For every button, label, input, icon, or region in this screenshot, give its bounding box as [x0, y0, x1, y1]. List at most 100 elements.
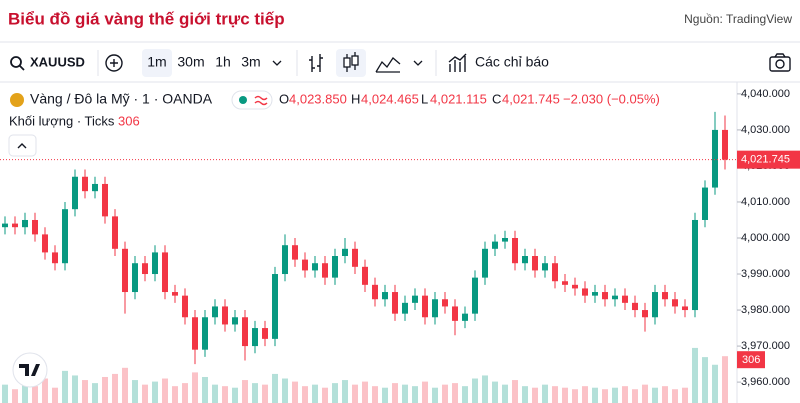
candle-icon	[351, 55, 359, 66]
volume-bar	[642, 384, 648, 403]
candle-body	[82, 176, 88, 192]
candle-body	[702, 187, 708, 220]
compare-button[interactable]	[105, 54, 123, 72]
candle-body	[382, 292, 388, 300]
candle-body	[142, 263, 148, 275]
candle-body	[242, 317, 248, 347]
volume-bar	[662, 386, 668, 403]
volume-bar	[402, 384, 408, 403]
candle-body	[122, 248, 128, 293]
indicators-icon[interactable]	[448, 53, 467, 72]
candle-body	[402, 302, 408, 314]
candle-body	[712, 129, 718, 188]
candle-body	[502, 237, 508, 242]
candle-body	[42, 234, 48, 253]
volume-bar	[682, 387, 688, 403]
camera-icon[interactable]	[769, 56, 791, 72]
candle-body	[102, 183, 108, 217]
candle-body	[592, 292, 598, 296]
volume-bar	[692, 347, 698, 403]
volume-bar	[592, 387, 598, 403]
candle-body	[302, 259, 308, 271]
volume-bar	[532, 387, 538, 403]
volume-bar	[142, 384, 148, 403]
volume-bar	[352, 384, 358, 403]
volume-value: 306	[118, 113, 140, 128]
open-value: 4,023.850	[289, 91, 347, 106]
volume-bar	[672, 389, 678, 403]
high-value: 4,024.465	[361, 91, 419, 106]
candle-body	[482, 248, 488, 278]
close-label: C	[492, 91, 501, 106]
candle-body	[192, 317, 198, 350]
chevron[interactable]	[413, 60, 423, 66]
volume-bar	[272, 373, 278, 403]
candle-body	[582, 288, 588, 296]
area-icon[interactable]	[375, 57, 401, 73]
plus-icon	[110, 59, 118, 67]
y-tick-label: 4,010.000	[741, 196, 790, 208]
symbol[interactable]: XAUUSD	[30, 54, 85, 69]
collapse-icon	[17, 143, 27, 149]
y-tick-label: 3,960.000	[741, 376, 790, 388]
candle-body	[452, 306, 458, 321]
volume-bar	[552, 386, 558, 403]
candle-body	[222, 306, 228, 325]
candle-body	[172, 292, 178, 296]
low-value: 4,021.115	[430, 91, 487, 106]
y-tick-label: 3,970.000	[741, 340, 790, 352]
interval[interactable]: 1h	[215, 54, 231, 70]
candle-body	[632, 302, 638, 311]
candle-body	[132, 263, 138, 293]
volume-bar	[52, 387, 58, 403]
candle-body	[202, 317, 208, 350]
bars-icon[interactable]	[309, 54, 323, 72]
candle-body	[442, 299, 448, 307]
candle-body	[422, 295, 428, 318]
volume-bar	[192, 372, 198, 403]
candle-body	[672, 299, 678, 307]
volume-bar	[122, 367, 128, 403]
candle-icon[interactable]	[343, 57, 351, 68]
interval[interactable]: 30m	[177, 54, 204, 70]
interval-selected-bg	[142, 49, 172, 77]
last-volume-box	[737, 351, 765, 369]
candle-body	[602, 292, 608, 300]
candle-body	[72, 176, 78, 210]
volume-bar	[542, 384, 548, 403]
candle-body	[322, 263, 328, 278]
collapse-button[interactable]	[8, 134, 37, 157]
chevron[interactable]	[272, 60, 282, 66]
y-tick-label: 4,000.000	[741, 232, 790, 244]
indicators[interactable]: Các chỉ báo	[475, 54, 549, 70]
interval[interactable]: 1m	[147, 54, 166, 70]
logo-bg	[12, 352, 48, 388]
y-tick-label: 3,980.000	[741, 304, 790, 316]
volume-bar	[652, 387, 658, 403]
volume-bar	[422, 381, 428, 403]
volume-bar	[362, 381, 368, 403]
status-badge[interactable]	[231, 90, 273, 110]
search-icon[interactable]	[10, 56, 22, 68]
interval[interactable]: 3m	[241, 54, 260, 70]
volume-bar	[302, 386, 308, 403]
candle-body	[332, 256, 338, 278]
price-axis: 4,040.0004,030.0004,020.0004,010.0004,00…	[737, 88, 800, 388]
volume-bar	[502, 384, 508, 403]
camera-top	[774, 53, 786, 58]
candle-body	[12, 223, 18, 228]
volume-bar	[32, 386, 38, 403]
open-label: O	[279, 91, 289, 106]
chart-type-selected-bg	[336, 49, 366, 77]
candle-body	[662, 292, 668, 300]
candle-body	[532, 256, 538, 271]
y-tick-label: 4,040.000	[741, 88, 790, 100]
volume-bar	[162, 378, 168, 403]
delayed-icon	[254, 95, 268, 106]
volume-bar	[582, 386, 588, 403]
volume-bar	[202, 376, 208, 403]
volume-bar	[452, 383, 458, 403]
volume-bar	[712, 364, 718, 403]
volume-bar	[282, 378, 288, 403]
